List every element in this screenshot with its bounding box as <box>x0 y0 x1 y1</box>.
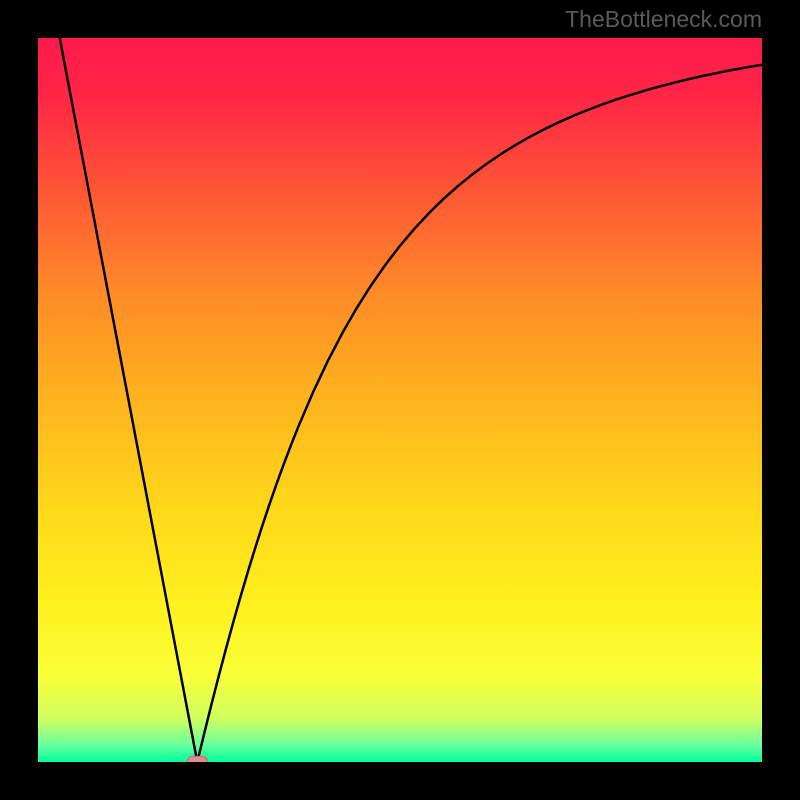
plot-background <box>38 38 762 762</box>
watermark-text: TheBottleneck.com <box>565 6 762 33</box>
chart-container: TheBottleneck.com <box>0 0 800 800</box>
bottleneck-chart <box>0 0 800 800</box>
